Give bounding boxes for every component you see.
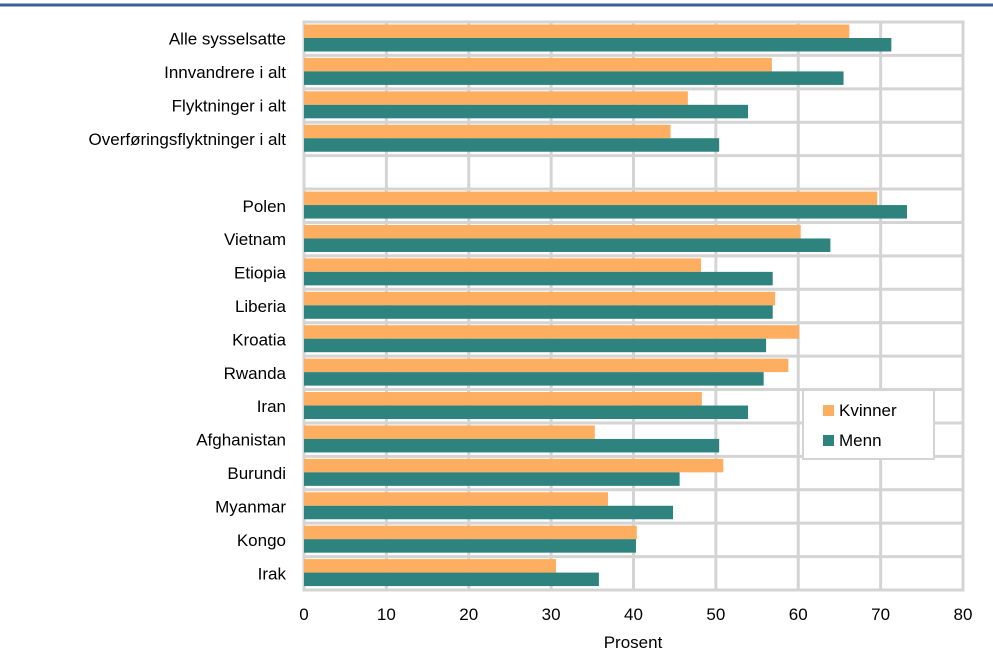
bar-menn-12 [304,438,720,453]
bar-menn-10 [304,372,764,386]
bar-menn-1 [304,71,844,85]
bar-menn-8 [304,305,773,319]
x-tick-label: 60 [789,605,808,624]
bar-kvinner-10 [304,358,789,373]
bar-kvinner-9 [304,325,800,339]
grid-lines [304,22,963,590]
legend-swatch-menn [823,435,834,446]
bar-kvinner-7 [304,258,702,272]
x-tick-labels: 0 10 20 30 40 50 60 70 80 [299,605,972,624]
x-tick-label: 40 [624,605,643,624]
bar-kvinner-11 [304,392,702,406]
category-label: Etiopia [234,264,287,283]
bar-kvinner-1 [304,57,772,72]
bar-kvinner-0 [304,24,850,38]
bar-menn-15 [304,539,636,553]
bar-menn-5 [304,205,907,219]
legend-label-kvinner: Kvinner [839,401,897,420]
category-label: Myanmar [215,497,286,516]
bar-menn-2 [304,104,749,119]
bar-menn-14 [304,505,674,520]
legend-box [802,389,935,460]
bar-kvinner-8 [304,291,776,306]
category-label: Polen [243,197,286,216]
bar-menn-16 [304,572,599,587]
category-label: Rwanda [224,364,287,383]
category-label: Irak [258,564,287,583]
category-label: Afghanistan [196,431,286,450]
bar-menn-13 [304,472,680,486]
category-label: Kongo [237,531,286,550]
bar-kvinner-5 [304,191,878,206]
bar-kvinner-16 [304,559,557,573]
bar-kvinner-12 [304,425,595,439]
legend-swatch-kvinner [823,405,834,416]
category-label: Kroatia [232,330,286,349]
category-label: Liberia [235,297,287,316]
bar-menn-9 [304,338,767,353]
category-label: Vietnam [224,230,286,249]
bar-kvinner-6 [304,224,801,239]
bar-kvinner-3 [304,124,671,139]
bar-menn-7 [304,271,773,286]
legend: Kvinner Menn [802,389,935,460]
x-axis-title: Prosent [604,633,663,652]
bar-menn-0 [304,38,892,52]
x-tick-label: 50 [706,605,725,624]
bar-kvinner-13 [304,458,724,473]
bar-menn-11 [304,405,749,420]
x-tick-label: 10 [377,605,396,624]
category-label: Innvandrere i alt [164,63,286,82]
category-labels: Alle sysselsatte Innvandrere i alt Flyktni… [89,30,287,584]
bar-menn-6 [304,238,831,252]
bar-menn-3 [304,138,720,152]
x-tick-label: 20 [459,605,478,624]
category-label: Iran [257,397,286,416]
legend-label-menn: Menn [839,431,882,450]
x-tick-label: 30 [542,605,561,624]
x-tick-label: 70 [871,605,890,624]
category-label: Flyktninger i alt [172,97,287,116]
bars [304,24,907,587]
category-label: Alle sysselsatte [169,30,286,49]
category-label: Burundi [227,464,286,483]
x-tick-label: 0 [299,605,308,624]
bar-kvinner-2 [304,91,688,105]
bar-kvinner-14 [304,492,608,506]
x-tick-label: 80 [954,605,973,624]
category-label: Overføringsflyktninger i alt [89,130,287,149]
bar-kvinner-15 [304,525,637,540]
